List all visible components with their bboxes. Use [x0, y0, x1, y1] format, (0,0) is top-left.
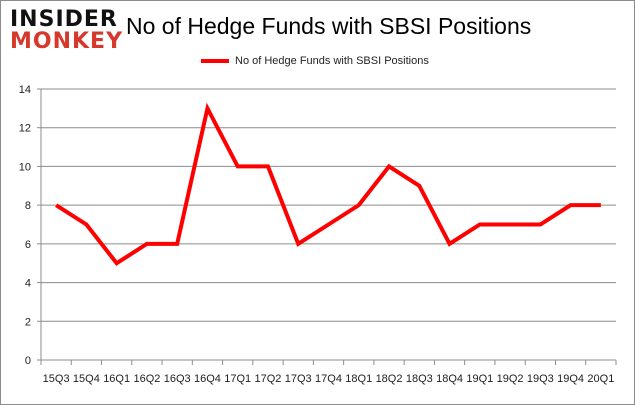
y-tick-label: 6	[25, 239, 31, 251]
legend: No of Hedge Funds with SBSI Positions	[201, 55, 429, 67]
x-tick-label: 18Q1	[345, 373, 372, 385]
legend-label: No of Hedge Funds with SBSI Positions	[235, 55, 429, 67]
insider-monkey-logo: INSIDER MONKEY	[10, 7, 124, 54]
x-tick-label: 17Q4	[315, 373, 342, 385]
x-tick-label: 16Q2	[133, 373, 160, 385]
x-tick-label: 15Q3	[43, 373, 70, 385]
x-tick-label: 19Q4	[557, 373, 584, 385]
x-tick-label: 17Q2	[255, 373, 282, 385]
x-tick-label: 16Q1	[103, 373, 130, 385]
x-tick-label: 16Q4	[194, 373, 221, 385]
y-tick-label: 14	[19, 84, 31, 96]
x-tick-label: 18Q2	[376, 373, 403, 385]
y-tick-label: 0	[25, 355, 31, 367]
y-tick-label: 10	[19, 161, 31, 173]
y-tick-label: 12	[19, 123, 31, 135]
x-tick-label: 19Q2	[497, 373, 524, 385]
logo-line1: INSIDER	[10, 7, 118, 32]
x-tick-label: 16Q3	[164, 373, 191, 385]
series-line	[55, 102, 601, 266]
chart-title: No of Hedge Funds with SBSI Positions	[126, 13, 532, 39]
x-tick-label: 17Q3	[285, 373, 312, 385]
x-tick-label: 15Q4	[73, 373, 100, 385]
x-tick-label: 19Q3	[527, 373, 554, 385]
y-tick-label: 2	[25, 316, 31, 328]
legend-swatch	[201, 59, 229, 63]
x-tick-label: 18Q3	[406, 373, 433, 385]
y-tick-label: 8	[25, 200, 31, 212]
x-tick-label: 20Q1	[587, 373, 614, 385]
x-tick-label: 19Q1	[466, 373, 493, 385]
x-tick-label: 17Q1	[224, 373, 251, 385]
y-tick-label: 4	[25, 278, 31, 290]
logo-line2: MONKEY	[10, 29, 124, 54]
x-tick-label: 18Q4	[436, 373, 463, 385]
